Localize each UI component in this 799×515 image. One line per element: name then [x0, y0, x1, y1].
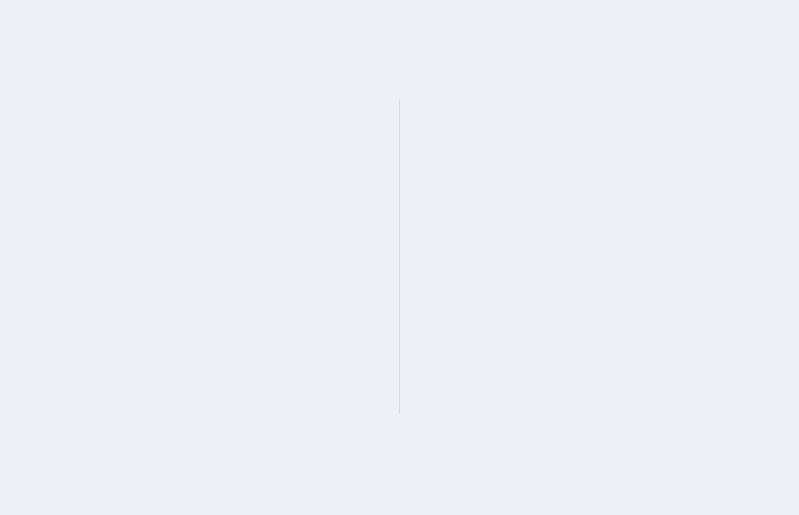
swatch-red	[94, 417, 150, 473]
blue-chip	[469, 425, 487, 443]
green-chip	[469, 283, 487, 301]
step-blue	[469, 424, 501, 444]
swatch-blue	[257, 417, 313, 473]
step-red	[469, 140, 501, 160]
step-green	[469, 282, 501, 302]
swatch-green	[175, 417, 231, 473]
red-chip	[469, 141, 487, 159]
divider	[399, 100, 400, 414]
color-wheel	[0, 0, 400, 400]
